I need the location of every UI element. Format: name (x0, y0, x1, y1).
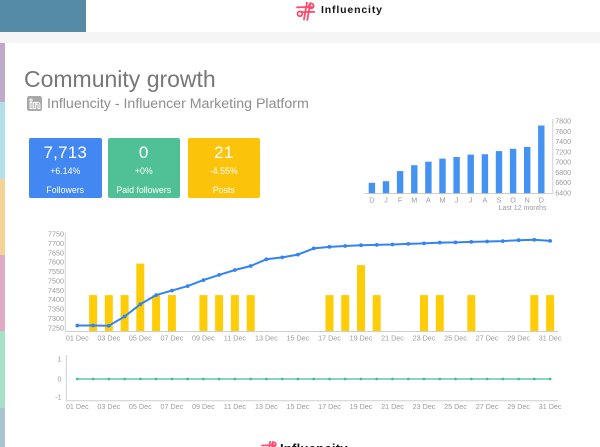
svg-text:11 Dec: 11 Dec (224, 402, 247, 411)
svg-text:19 Dec: 19 Dec (350, 333, 373, 342)
svg-text:07 Dec: 07 Dec (161, 402, 184, 411)
svg-text:7800: 7800 (555, 117, 571, 126)
svg-text:29 Dec: 29 Dec (507, 402, 530, 411)
svg-text:01 Dec: 01 Dec (66, 402, 89, 411)
svg-text:23 Dec: 23 Dec (413, 402, 436, 411)
svg-text:09 Dec: 09 Dec (192, 333, 215, 342)
svg-text:1: 1 (58, 355, 62, 364)
svg-text:31 Dec: 31 Dec (539, 402, 562, 411)
svg-text:25 Dec: 25 Dec (444, 402, 467, 411)
svg-text:O: O (510, 196, 516, 205)
svg-text:7600: 7600 (48, 258, 64, 267)
svg-text:21 Dec: 21 Dec (381, 333, 404, 342)
svg-text:13 Dec: 13 Dec (255, 333, 278, 342)
svg-text:03 Dec: 03 Dec (97, 402, 120, 411)
svg-text:15 Dec: 15 Dec (287, 333, 310, 342)
svg-text:N: N (525, 196, 530, 205)
svg-text:7700: 7700 (48, 239, 64, 248)
svg-text:05 Dec: 05 Dec (129, 333, 152, 342)
svg-text:23 Dec: 23 Dec (413, 333, 436, 342)
svg-text:J: J (455, 196, 459, 205)
svg-text:J: J (469, 196, 473, 205)
svg-text:Last 12 months: Last 12 months (499, 205, 547, 212)
svg-text:7000: 7000 (555, 158, 571, 167)
svg-text:7350: 7350 (48, 305, 64, 314)
svg-text:25 Dec: 25 Dec (444, 333, 467, 342)
svg-text:03 Dec: 03 Dec (97, 333, 120, 342)
svg-text:7200: 7200 (555, 147, 571, 156)
svg-text:7250: 7250 (48, 323, 64, 332)
svg-text:7550: 7550 (48, 267, 64, 276)
svg-text:05 Dec: 05 Dec (129, 402, 152, 411)
svg-text:15 Dec: 15 Dec (287, 402, 310, 411)
svg-text:7300: 7300 (48, 314, 64, 323)
svg-text:M: M (411, 196, 417, 205)
svg-text:07 Dec: 07 Dec (161, 333, 184, 342)
svg-text:27 Dec: 27 Dec (476, 402, 499, 411)
svg-text:01 Dec: 01 Dec (66, 333, 89, 342)
svg-text:D: D (369, 196, 374, 205)
svg-text:27 Dec: 27 Dec (476, 333, 499, 342)
svg-text:0: 0 (58, 375, 62, 384)
svg-text:7500: 7500 (48, 276, 64, 285)
svg-text:31 Dec: 31 Dec (539, 333, 562, 342)
svg-text:J: J (384, 196, 388, 205)
svg-text:17 Dec: 17 Dec (318, 402, 341, 411)
svg-text:A: A (426, 196, 431, 205)
svg-text:7600: 7600 (555, 127, 571, 136)
svg-text:A: A (483, 196, 488, 205)
svg-text:11 Dec: 11 Dec (224, 333, 247, 342)
svg-text:7400: 7400 (555, 137, 571, 146)
svg-text:6600: 6600 (555, 178, 571, 187)
svg-text:17 Dec: 17 Dec (318, 333, 341, 342)
svg-text:F: F (398, 196, 403, 205)
svg-text:7400: 7400 (48, 295, 64, 304)
svg-text:7450: 7450 (48, 286, 64, 295)
svg-text:6800: 6800 (555, 168, 571, 177)
svg-text:13 Dec: 13 Dec (255, 402, 278, 411)
svg-text:29 Dec: 29 Dec (507, 333, 530, 342)
svg-text:D: D (539, 196, 544, 205)
svg-text:M: M (440, 196, 446, 205)
svg-text:09 Dec: 09 Dec (192, 402, 215, 411)
svg-text:19 Dec: 19 Dec (350, 402, 373, 411)
svg-text:S: S (497, 196, 502, 205)
svg-text:21 Dec: 21 Dec (381, 402, 404, 411)
svg-text:7650: 7650 (48, 248, 64, 257)
svg-text:7750: 7750 (48, 230, 64, 239)
svg-text:6400: 6400 (555, 188, 571, 197)
svg-text:-1: -1 (55, 392, 61, 401)
